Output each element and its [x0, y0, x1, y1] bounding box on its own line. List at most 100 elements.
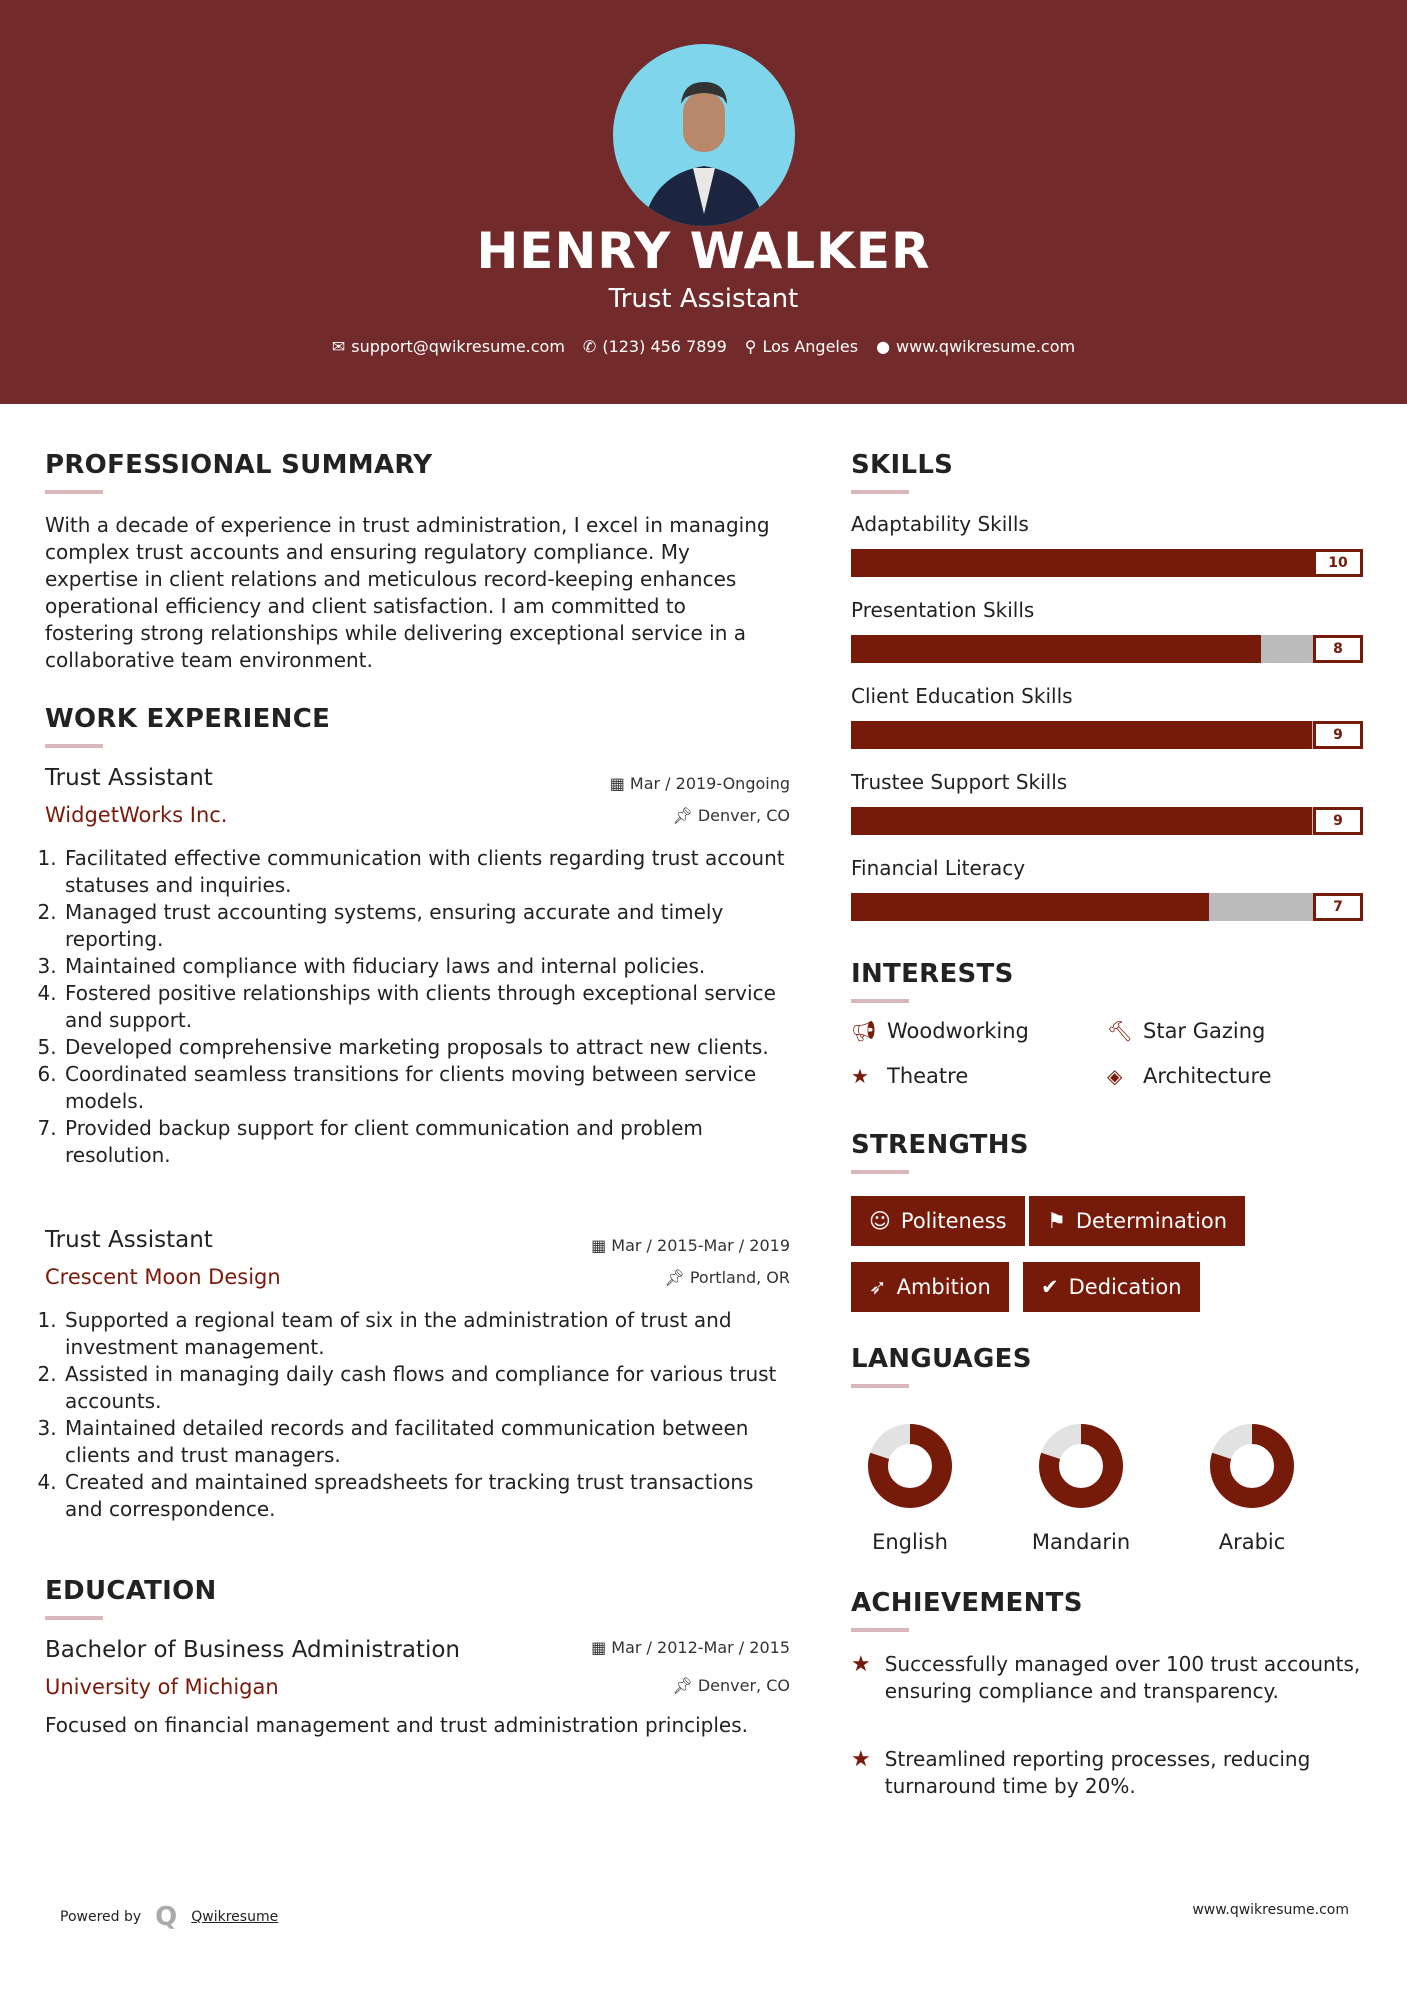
job-dates: ▦ Mar / 2015-Mar / 2019: [450, 1236, 790, 1255]
calendar-icon: ▦: [609, 774, 630, 793]
brand-link[interactable]: Qwikresume: [191, 1909, 279, 1925]
languages-heading: LANGUAGES: [851, 1344, 1032, 1388]
avatar: [613, 44, 795, 226]
degree: Bachelor of Business Administration: [45, 1637, 460, 1663]
job-title: Trust Assistant: [45, 1227, 213, 1253]
ticket-icon: ◈: [1107, 1064, 1123, 1088]
list-item: Maintained compliance with fiduciary law…: [63, 953, 795, 980]
skill-value: 7: [1313, 893, 1363, 921]
list-item: Coordinated seamless transitions for cli…: [63, 1061, 795, 1115]
list-item: Developed comprehensive marketing propos…: [63, 1034, 795, 1061]
job-duties: Supported a regional team of six in the …: [45, 1307, 795, 1523]
language-level-arc: [1210, 1424, 1294, 1508]
summary-text: With a decade of experience in trust adm…: [45, 513, 770, 672]
phone-text: (123) 456 7899: [602, 337, 727, 356]
interest-item: ◈ Architecture: [1107, 1064, 1272, 1088]
dates-text: Mar / 2012-Mar / 2015: [611, 1638, 790, 1657]
education-location: 📌︎ Denver, CO: [450, 1676, 790, 1695]
list-item: Maintained detailed records and facilita…: [63, 1415, 795, 1469]
language-level-arc: [1039, 1424, 1123, 1508]
language-level-arc: [868, 1424, 952, 1508]
job-company: Crescent Moon Design: [45, 1265, 281, 1289]
pin-icon: 📌︎: [672, 1676, 698, 1695]
strengths-heading: STRENGTHS: [851, 1130, 1029, 1174]
contact-phone[interactable]: ✆ (123) 456 7899: [583, 337, 727, 356]
interest-label: Star Gazing: [1143, 1019, 1266, 1043]
list-item: Assisted in managing daily cash flows an…: [63, 1361, 795, 1415]
education-description: Focused on financial management and trus…: [45, 1713, 749, 1737]
location-text: Portland, OR: [689, 1268, 790, 1287]
header: HENRY WALKER Trust Assistant ✉ support@qw…: [0, 0, 1407, 404]
list-item: Provided backup support for client commu…: [63, 1115, 795, 1169]
interest-label: Woodworking: [887, 1019, 1029, 1043]
job-company: WidgetWorks Inc.: [45, 803, 228, 827]
skill-value: 8: [1313, 635, 1363, 663]
list-item: Fostered positive relationships with cli…: [63, 980, 795, 1034]
interest-item: ★ Theatre: [851, 1064, 968, 1088]
pin-icon: 📌︎: [664, 1268, 690, 1287]
smile-icon: ☺: [869, 1209, 891, 1233]
language-item: Mandarin: [1011, 1418, 1151, 1554]
calendar-icon: ▦: [591, 1638, 612, 1657]
check-circle-icon: ✔: [1041, 1275, 1059, 1299]
interest-label: Architecture: [1143, 1064, 1272, 1088]
skill-bar: 7: [851, 893, 1363, 921]
skill-bar: 9: [851, 807, 1363, 835]
achievements-heading: ACHIEVEMENTS: [851, 1588, 1083, 1632]
candidate-name: HENRY WALKER: [476, 222, 931, 280]
skill-label: Presentation Skills: [851, 598, 1035, 622]
qwikresume-logo-icon: Q: [155, 1902, 178, 1932]
dates-text: Mar / 2015-Mar / 2019: [611, 1236, 790, 1255]
contact-email[interactable]: ✉ support@qwikresume.com: [332, 337, 565, 356]
skill-bar-fill: [851, 807, 1312, 835]
rocket-icon: ➶: [869, 1275, 887, 1299]
skill-label: Adaptability Skills: [851, 512, 1029, 536]
skill-label: Financial Literacy: [851, 856, 1026, 880]
strength-label: Ambition: [896, 1275, 991, 1299]
skill-bar-fill: [851, 549, 1363, 577]
contact-website[interactable]: ● www.qwikresume.com: [876, 337, 1075, 356]
envelope-icon: ✉: [331, 337, 346, 356]
location-text: Denver, CO: [697, 1676, 790, 1695]
interest-item: 🔨︎ Star Gazing: [1107, 1019, 1265, 1043]
job-duties: Facilitated effective communication with…: [45, 845, 795, 1169]
pin-icon: 📌︎: [672, 806, 698, 825]
skill-bar: 8: [851, 635, 1363, 663]
contact-location: ⚲ Los Angeles: [745, 337, 858, 356]
website-text: www.qwikresume.com: [896, 337, 1076, 356]
language-name: Arabic: [1218, 1530, 1286, 1554]
strength-chip: ✔ Dedication: [1023, 1262, 1200, 1312]
achievement-item: ★ Streamlined reporting processes, reduci…: [851, 1746, 1361, 1800]
strength-chip: ☺ Politeness: [851, 1196, 1025, 1246]
dates-text: Mar / 2019-Ongoing: [629, 774, 790, 793]
achievement-text: Successfully managed over 100 trust acco…: [884, 1652, 1361, 1703]
interest-label: Theatre: [887, 1064, 969, 1088]
contact-bar: ✉ support@qwikresume.com ✆ (123) 456 7899 …: [0, 337, 1407, 356]
language-item: English: [840, 1418, 980, 1554]
work-heading: WORK EXPERIENCE: [45, 704, 330, 748]
job-location: 📌︎ Denver, CO: [450, 806, 790, 825]
strength-label: Dedication: [1068, 1275, 1182, 1299]
education-dates: ▦ Mar / 2012-Mar / 2015: [450, 1638, 790, 1657]
skills-heading: SKILLS: [851, 450, 953, 494]
skill-bar-fill: [851, 721, 1312, 749]
calendar-icon: ▦: [591, 1236, 612, 1255]
interests-heading: INTERESTS: [851, 959, 1014, 1003]
skill-bar-fill: [851, 893, 1210, 921]
strength-label: Politeness: [900, 1209, 1007, 1233]
gavel-icon: 🔨︎: [1107, 1019, 1133, 1043]
skill-bar-fill: [851, 635, 1261, 663]
achievement-text: Streamlined reporting processes, reducin…: [884, 1747, 1311, 1798]
list-item: Created and maintained spreadsheets for …: [63, 1469, 795, 1523]
skill-value: 9: [1313, 721, 1363, 749]
school: University of Michigan: [45, 1675, 279, 1699]
achievement-item: ★ Successfully managed over 100 trust acc…: [851, 1651, 1361, 1705]
list-item: Facilitated effective communication with…: [63, 845, 795, 899]
strength-label: Determination: [1075, 1209, 1228, 1233]
footer-url[interactable]: www.qwikresume.com: [1192, 1902, 1349, 1918]
location-text: Los Angeles: [762, 337, 859, 356]
list-item: Managed trust accounting systems, ensuri…: [63, 899, 795, 953]
language-donut: [1039, 1424, 1123, 1508]
skill-value: 9: [1313, 807, 1363, 835]
email-text: support@qwikresume.com: [351, 337, 565, 356]
